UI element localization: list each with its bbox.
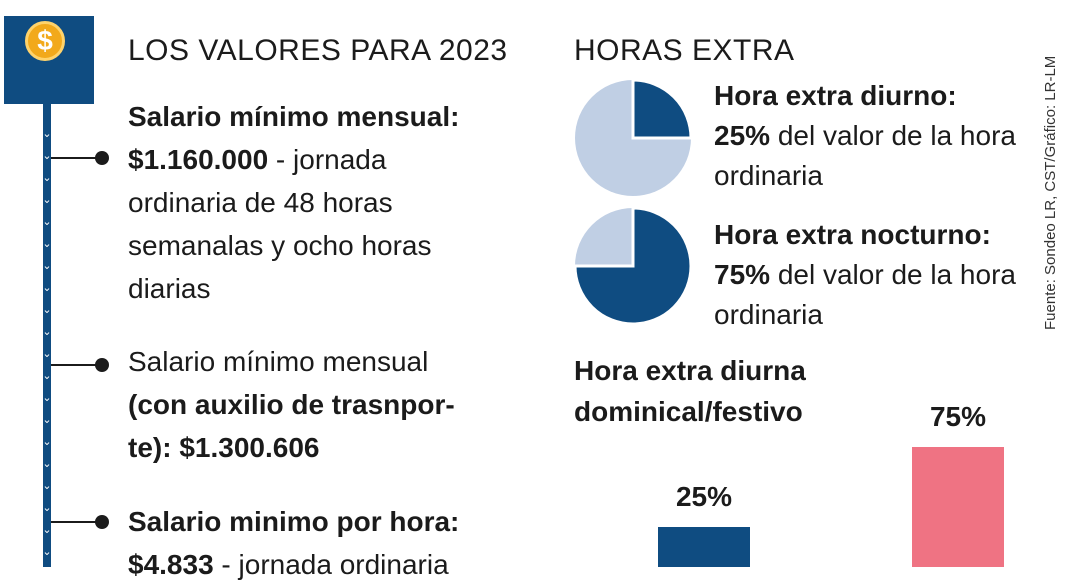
chevron-down-icon: ⌄ [42,348,52,360]
transport-wage-line3: te): $1.300.606 [128,432,320,463]
chevron-down-icon: ⌄ [42,194,52,206]
diurno-block: Hora extra diurno: 25% del valor de la h… [714,76,1074,196]
chevron-down-icon: ⌄ [42,524,52,536]
nocturno-pct: 75% [714,259,771,290]
diurno-line1: 25% del valor de la hora [714,116,1074,156]
nocturno-block: Hora extra nocturno: 75% del valor de la… [714,215,1074,335]
bar-1 [658,527,750,567]
minimum-wage-value: $1.160.000 [128,144,269,175]
minimum-wage-line3: semanalas y ocho horas [128,230,432,261]
hourly-wage-heading: Salario minimo por hora: [128,506,460,537]
right-section-title: HORAS EXTRA [574,34,795,67]
nocturno-line1: 75% del valor de la hora [714,255,1074,295]
hourly-wage-rest: - jornada ordinaria [213,549,449,580]
nocturno-rest: del valor de la hora [770,259,1016,290]
chevron-down-icon: ⌄ [42,238,52,250]
chevron-down-icon: ⌄ [42,436,52,448]
bar-label-1: 25% [675,481,733,512]
chevron-down-icon: ⌄ [42,480,52,492]
diurno-pct: 25% [714,120,771,151]
hourly-wage-line: $4.833 - jornada ordinaria [128,543,558,586]
diurno-rest: del valor de la hora [770,120,1016,151]
pie-chart-diurno [575,78,693,196]
nocturno-line2: ordinaria [714,299,823,330]
chevron-down-icon: ⌄ [42,216,52,228]
transport-wage-line1: Salario mínimo mensual [128,346,429,377]
minimum-wage-line2: ordinaria de 48 horas [128,187,393,218]
timeline-line [43,104,51,567]
minimum-wage-line4: diarias [128,273,211,304]
chevron-down-icon: ⌄ [42,172,52,184]
pie-slice-highlight [631,78,693,140]
sunday-title-line2: dominical/festivo [574,396,803,427]
transport-wage-line2: (con auxilio de trasnpor- [128,389,455,420]
dollar-coin-icon: $ [25,21,65,61]
bullet-dot [95,515,109,529]
chevron-down-icon: ⌄ [42,458,52,470]
chevron-down-icon: ⌄ [42,128,52,140]
bar-label-2: 75% [929,401,987,432]
nocturno-heading: Hora extra nocturno: [714,219,991,250]
chevron-down-icon: ⌄ [42,304,52,316]
connector-line [51,521,98,523]
chevron-down-icon: ⌄ [42,150,52,162]
chevron-down-icon: ⌄ [42,502,52,514]
hourly-wage-value: $4.833 [128,549,214,580]
bullet-dot [95,151,109,165]
chevron-down-icon: ⌄ [42,546,52,558]
left-section-title: LOS VALORES PARA 2023 [128,34,508,67]
chevron-down-icon: ⌄ [42,260,52,272]
chevron-down-icon: ⌄ [42,414,52,426]
chevron-down-icon: ⌄ [42,392,52,404]
diurno-heading: Hora extra diurno: [714,80,957,111]
source-credit: Fuente: Sondeo LR, CST/Gráfico: LR-LM [1042,55,1059,330]
sunday-title-line1: Hora extra diurna [574,355,806,386]
hourly-wage-block: Salario minimo por hora: $4.833 - jornad… [128,500,558,586]
sunday-overtime-title: Hora extra diurna dominical/festivo [574,350,806,432]
chevron-down-icon: ⌄ [42,282,52,294]
bar-2 [912,447,1004,567]
pie-slice-highlight [573,206,693,326]
minimum-wage-line1: $1.160.000 - jornada [128,138,528,181]
minimum-wage-heading: Salario mínimo mensual: [128,101,460,132]
diurno-line2: ordinaria [714,160,823,191]
bullet-dot [95,358,109,372]
connector-line [51,364,98,366]
minimum-wage-rest: - jornada [268,144,387,175]
connector-line [51,157,98,159]
chevron-down-icon: ⌄ [42,370,52,382]
transport-wage-block: Salario mínimo mensual (con auxilio de t… [128,340,528,469]
pie-chart-nocturno [573,206,693,326]
chevron-down-icon: ⌄ [42,326,52,338]
minimum-wage-block: Salario mínimo mensual: $1.160.000 - jor… [128,95,528,310]
